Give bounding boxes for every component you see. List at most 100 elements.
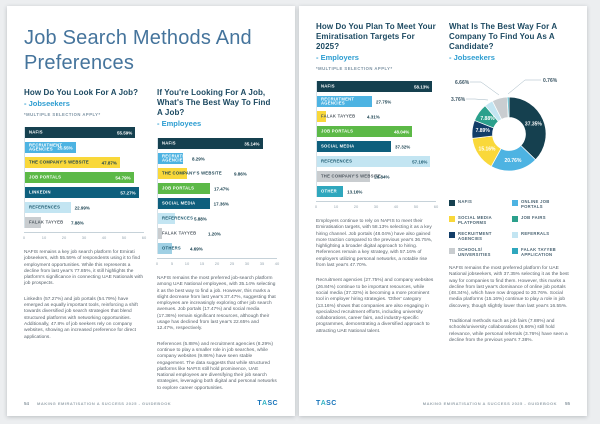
section-heading: What Is The Best Way For A Company To Fi… [449, 22, 557, 51]
left-columns: How Do You Look For A Job? - Jobseekers … [23, 88, 280, 392]
section-employers-targets: How Do You Plan To Meet Your Emiratisati… [315, 22, 439, 344]
bar-row: LINKEDIN 57.27% [25, 187, 144, 198]
legend-item: SCHOOLS/ UNIVERSITIES [449, 247, 506, 257]
axis-tick: 60 [433, 204, 439, 209]
pie-slice-value: 6.66% [455, 80, 470, 86]
axis-tick: 60 [141, 235, 147, 240]
section-heading: How Do You Look For A Job? [24, 88, 139, 97]
pie-slice-value: 3.76% [451, 97, 466, 103]
legend-item: REFERRALS [512, 231, 569, 241]
bar-label: RECRUITMENT AGENCIES [162, 152, 196, 163]
pie-slice-value: 15.16% [479, 146, 497, 152]
legend-swatch [449, 231, 455, 238]
legend-item: NAFIS [449, 199, 506, 209]
section-jobseekers-search: How Do You Look For A Job? - Jobseekers … [23, 88, 147, 392]
bar-value: 57.16% [412, 159, 428, 164]
axis-tick: 40 [393, 204, 399, 209]
bar-label: LINKEDIN [29, 189, 51, 195]
pie-slice [508, 96, 547, 161]
bar-row: NAFIS 55.59% [25, 127, 144, 138]
bar [158, 168, 188, 179]
legend-label: JOB FAIRS [521, 215, 546, 220]
bar-row: REFERENCES 22.99% [25, 202, 144, 213]
bar-label: JOB PORTALS [321, 128, 354, 134]
axis-tick: 10 [41, 235, 47, 240]
paragraph: Traditional methods such as job fairs (7… [449, 319, 568, 343]
paragraph: Recruitment agencies (27.75%) and compan… [316, 278, 434, 334]
bar-row: THE COMPANY'S WEBSITE 26.84% [317, 171, 436, 182]
legend-label: SCHOOLS/ UNIVERSITIES [458, 247, 491, 257]
legend-item: SOCIAL MEDIA PLATFORMS [449, 215, 506, 225]
bar-value: 22.99% [74, 205, 90, 210]
bar-value: 27.75% [376, 99, 392, 104]
bar-row: RECRUITMENT AGENCIES 8.29% [158, 153, 277, 164]
bar-value: 5.88% [194, 216, 207, 221]
bar-row: FALAK TAYYEB 4.31% [317, 111, 436, 122]
section-employees-best-way: If You're Looking For A Job, What's The … [155, 88, 280, 392]
paragraph: References (5.88%) and recruitment agenc… [157, 341, 277, 391]
section-heading: If You're Looking For A Job, What's The … [157, 88, 271, 117]
bar [25, 127, 136, 138]
axis-tick: 0 [155, 261, 159, 266]
page-number: 55 [564, 401, 570, 406]
right-columns: How Do You Plan To Meet Your Emiratisati… [315, 22, 570, 344]
bar-value: 4.31% [367, 114, 380, 119]
bar-row: JOB PORTALS 54.79% [25, 172, 144, 183]
bar [25, 187, 139, 198]
bar [25, 172, 134, 183]
bar-row: JOB PORTALS 17.47% [158, 183, 277, 194]
bar-group: NAFIS 58.13% RECRUITMENT AGENCIES 27.75% FAL… [316, 81, 436, 197]
legend-label: SOCIAL MEDIA PLATFORMS [458, 215, 493, 225]
section-audience: - Employers [316, 53, 359, 62]
axis-tick: 20 [214, 261, 220, 266]
bar-label: REFERENCES [162, 215, 194, 221]
legend-swatch [449, 247, 455, 254]
bar [158, 198, 210, 209]
bar-row: FALAK TAYYEB 7.88% [25, 217, 144, 228]
leader-line [507, 79, 541, 95]
bar-value: 58.13% [414, 84, 430, 89]
axis-tick: 10 [184, 261, 190, 266]
section-audience: - Employees [157, 119, 202, 128]
donut-chart: 37.35% 20.76% 15.16% 7.89% 7.88% 3.76% 6.66% 0.… [451, 78, 558, 172]
page-left: Job Search Methods And Preferences How D… [7, 6, 295, 416]
bar-label: THE COMPANY'S WEBSITE [162, 170, 222, 176]
bar-label: FALAK TAYYEB [321, 113, 356, 119]
bar-label: SOCIAL MEDIA [162, 200, 196, 206]
x-axis: 0 10 20 30 40 50 60 [23, 232, 147, 241]
bar-label: NAFIS [29, 129, 43, 135]
bar-value: 13.16% [347, 189, 363, 194]
bar-label: NAFIS [162, 140, 176, 146]
axis-tick: 50 [121, 235, 127, 240]
section-audience: - Jobseekers [449, 53, 495, 62]
bar-row: REFERENCES 5.88% [158, 213, 277, 224]
footer-right: TASC MAKING EMIRATISATION A SUCCESS 2025… [316, 400, 570, 407]
bar-value: 7.88% [71, 220, 84, 225]
bar-value: 55.59% [116, 130, 133, 135]
bar [317, 111, 326, 122]
bar-row: THE COMPANY'S WEBSITE 47.87% [25, 157, 144, 168]
bar-row: NAFIS 35.14% [158, 138, 277, 149]
bar-group: NAFIS 55.59% RECRUITMENT AGENCIES 25.55% THE… [24, 127, 144, 228]
bar-label: JOB PORTALS [29, 174, 62, 180]
pie-slice-value: 0.76% [543, 78, 558, 84]
axis-tick: 30 [81, 235, 87, 240]
bar-value: 17.47% [213, 186, 230, 191]
bar-label: REFERENCES [321, 158, 353, 164]
axis-tick: 10 [333, 204, 339, 209]
bar [25, 217, 41, 228]
legend-swatch [512, 199, 518, 206]
tasc-logo: TASC [257, 400, 278, 407]
page-title: Job Search Methods And Preferences [24, 27, 252, 74]
legend-label: NAFIS [458, 199, 473, 204]
bar-row: SOCIAL MEDIA 17.36% [158, 198, 277, 209]
donut-chart-candidate-discovery: 37.35% 20.76% 15.16% 7.89% 7.88% 3.76% 6.66% 0.… [449, 70, 569, 195]
legend-swatch [512, 215, 518, 222]
bar-row: FALAK TAYYEB 1.20% [158, 228, 277, 239]
legend-label: FALAK TAYYEB APPLICATION [521, 247, 557, 257]
axis-tick: 5 [170, 261, 174, 266]
legend-label: ONLINE JOB PORTALS [521, 199, 550, 209]
bar-label: JOB PORTALS [162, 185, 195, 191]
legend-label: RECRUITMENT AGENCIES [458, 231, 492, 241]
axis-tick: 40 [274, 261, 280, 266]
